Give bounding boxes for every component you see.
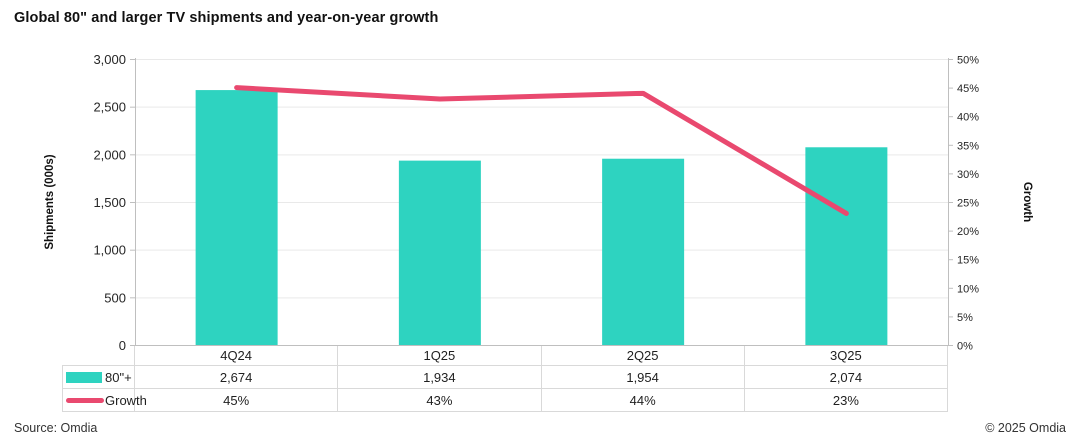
table-cell-growth-q2: 43%	[338, 389, 542, 412]
table-cell-growth-q1: 45%	[135, 389, 339, 412]
right-axis-tick-label: 35%	[957, 140, 979, 152]
table-header-q1: 4Q24	[135, 346, 339, 366]
right-axis-tick-label: 25%	[957, 198, 979, 210]
left-axis-tick-label: 500	[104, 290, 126, 305]
right-axis-tick-label: 45%	[957, 83, 979, 95]
left-axis-tick-label: 2,500	[93, 100, 126, 115]
right-axis-title: Growth	[1021, 182, 1033, 222]
source-note: Source: Omdia	[14, 421, 98, 435]
bar-series-swatch-icon	[66, 371, 102, 383]
right-axis-tick-label: 30%	[957, 169, 979, 181]
table-cell-shipments-q2: 1,934	[338, 366, 542, 389]
bar-4Q24	[195, 90, 278, 345]
growth-line	[234, 85, 849, 216]
bar-3Q25	[805, 147, 888, 345]
left-axis-tick-label: 1,500	[93, 195, 126, 210]
legend-growth-label: Growth	[105, 392, 147, 408]
table-header-q3: 2Q25	[541, 346, 745, 366]
right-axis-tick-label: 10%	[957, 283, 979, 295]
bar-2Q25	[602, 158, 685, 345]
chart-data-table: 4Q24 1Q25 2Q25 3Q25 80"+ 2,674 1,934 1,9…	[62, 346, 948, 412]
bar-1Q25	[398, 160, 481, 345]
right-axis-tick-label: 40%	[957, 112, 979, 124]
table-cell-shipments-q1: 2,674	[135, 366, 339, 389]
table-corner-cell	[62, 346, 135, 366]
table-cell-growth-q3: 44%	[541, 389, 745, 412]
line-series-swatch-icon	[66, 397, 104, 403]
table-header-q2: 1Q25	[338, 346, 542, 366]
left-axis-tick-label: 1,000	[93, 243, 126, 258]
left-axis-tick-label: 2,000	[93, 147, 126, 162]
right-axis-tick-label: 50%	[957, 55, 979, 67]
right-axis-tick-label: 0%	[957, 341, 973, 353]
table-cell-growth-q4: 23%	[744, 389, 948, 412]
legend-item-shipments: 80"+	[62, 366, 135, 389]
copyright-note: © 2025 Omdia	[985, 421, 1066, 435]
right-axis-tick-label: 15%	[957, 255, 979, 267]
table-cell-shipments-q4: 2,074	[744, 366, 948, 389]
legend-shipments-label: 80"+	[105, 369, 132, 385]
table-cell-shipments-q3: 1,954	[541, 366, 745, 389]
right-axis-tick-label: 5%	[957, 312, 973, 324]
left-axis-title: Shipments (000s)	[44, 154, 56, 249]
left-axis-tick-label: 3,000	[93, 52, 126, 67]
chart-title: Global 80" and larger TV shipments and y…	[14, 10, 439, 26]
left-axis-tick-label: 0	[119, 338, 126, 353]
table-header-q4: 3Q25	[744, 346, 948, 366]
legend-item-growth: Growth	[62, 389, 147, 412]
right-axis-tick-label: 20%	[957, 226, 979, 238]
